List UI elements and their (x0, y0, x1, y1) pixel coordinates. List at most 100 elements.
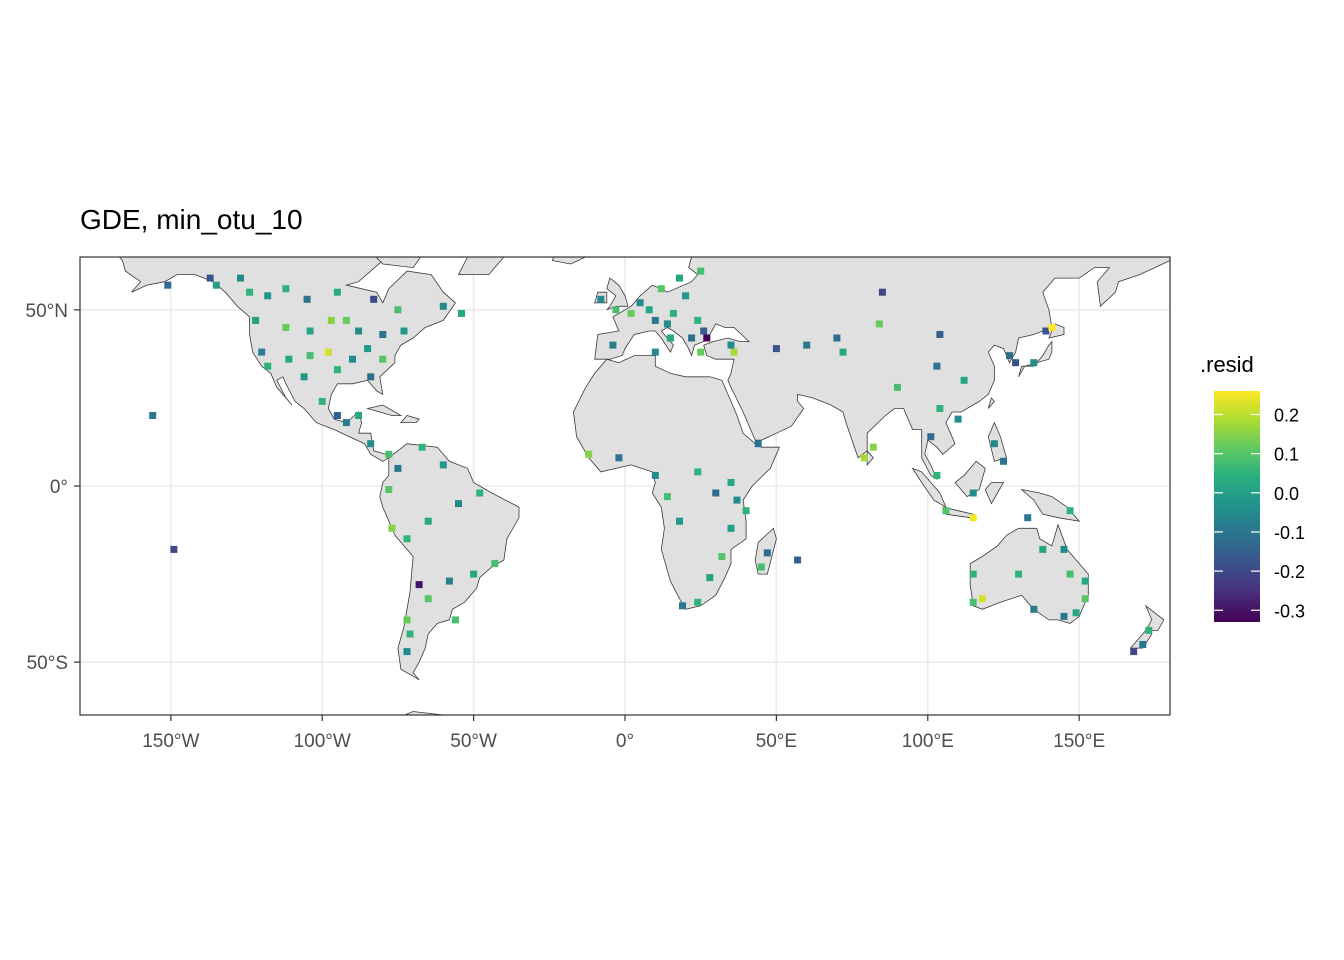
data-point-83 (839, 348, 847, 356)
data-point-90 (933, 362, 941, 370)
data-point-106 (1024, 514, 1032, 522)
data-point-103 (1030, 359, 1038, 367)
land-polygon-1 (375, 257, 422, 269)
legend-title: .resid (1200, 352, 1254, 377)
data-point-32 (318, 397, 326, 405)
data-point-123 (585, 450, 593, 458)
data-point-116 (1030, 605, 1038, 613)
data-point-49 (445, 577, 453, 585)
data-point-138 (763, 549, 771, 557)
data-point-132 (742, 507, 750, 515)
data-point-107 (1066, 507, 1074, 515)
data-point-131 (733, 496, 741, 504)
data-point-140 (794, 556, 802, 564)
data-point-15 (306, 327, 314, 335)
x-tick-label: 0° (616, 731, 634, 752)
y-tick-label: 0° (50, 477, 68, 498)
land-polygon-16 (1020, 488, 1081, 522)
data-point-19 (379, 331, 387, 338)
axes: 150°W 100°W 50°W 0° 50°E 100°E 150°E 50°S 0° 50°N (26, 301, 1106, 752)
data-point-101 (1006, 352, 1013, 360)
data-point-20 (400, 327, 408, 335)
data-point-109 (1060, 545, 1068, 553)
data-point-81 (803, 341, 811, 349)
land-polygon-25 (403, 711, 445, 715)
legend-tick-label: -0.1 (1274, 523, 1305, 543)
data-point-58 (597, 295, 605, 303)
data-point-128 (694, 468, 702, 476)
x-tick-label: 150°E (1053, 731, 1105, 752)
data-point-55 (451, 616, 459, 624)
data-point-24 (306, 352, 314, 360)
data-point-134 (718, 553, 726, 560)
data-point-54 (403, 648, 411, 656)
data-point-52 (403, 616, 411, 624)
data-point-30 (367, 373, 375, 381)
legend-tick-label: -0.2 (1274, 562, 1305, 582)
data-point-0 (164, 281, 172, 289)
data-point-6 (282, 285, 290, 293)
data-point-12 (458, 309, 465, 317)
data-point-86 (936, 331, 944, 338)
data-point-74 (666, 334, 674, 342)
data-point-28 (364, 345, 372, 353)
x-tick-label: 50°W (450, 731, 497, 752)
data-point-100 (1000, 457, 1007, 465)
land-polygon-22 (987, 397, 995, 409)
data-point-44 (424, 517, 432, 525)
data-point-38 (394, 464, 402, 472)
data-point-21 (258, 348, 266, 356)
data-point-1 (206, 274, 214, 282)
data-point-115 (1015, 570, 1023, 578)
data-point-84 (878, 288, 886, 296)
x-tick-label: 100°W (294, 731, 351, 752)
legend-tick-label: 0.0 (1274, 484, 1299, 504)
data-point-26 (333, 366, 341, 374)
data-point-108 (1039, 545, 1047, 553)
data-point-61 (636, 299, 644, 307)
data-point-48 (470, 570, 478, 578)
data-point-70 (694, 316, 702, 324)
data-point-68 (697, 267, 705, 275)
data-point-8 (333, 288, 341, 296)
data-point-104 (1042, 327, 1050, 335)
data-point-127 (676, 517, 683, 525)
data-point-102 (1012, 359, 1020, 367)
data-point-139 (757, 563, 765, 571)
data-point-110 (1066, 570, 1074, 578)
plot-title: GDE, min_otu_10 (80, 204, 303, 235)
data-point-59 (612, 306, 620, 314)
data-point-27 (349, 355, 356, 363)
data-point-46 (476, 489, 484, 497)
data-point-10 (394, 306, 402, 314)
data-point-85 (875, 320, 883, 328)
data-point-31 (300, 373, 308, 381)
land-polygon-20 (366, 404, 403, 416)
data-point-76 (651, 348, 659, 356)
data-point-82 (833, 334, 841, 342)
data-point-57 (170, 545, 178, 553)
data-point-93 (954, 415, 962, 423)
y-tick-label: 50°S (27, 653, 68, 674)
data-point-105 (1048, 324, 1056, 331)
data-point-141 (754, 440, 762, 448)
data-point-9 (370, 295, 378, 303)
data-point-114 (978, 595, 986, 603)
data-point-36 (367, 440, 375, 448)
data-point-75 (609, 341, 617, 349)
data-point-117 (1060, 612, 1068, 620)
data-point-4 (246, 288, 254, 296)
data-point-98 (969, 514, 977, 522)
land-polygon-11 (1048, 323, 1065, 339)
data-point-41 (385, 486, 393, 493)
data-point-33 (333, 412, 341, 419)
data-point-45 (455, 500, 462, 508)
legend-tick-label: 0.2 (1274, 405, 1299, 425)
land-polygon-3 (379, 443, 520, 681)
y-tick-label: 50°N (26, 301, 68, 322)
data-point-18 (355, 327, 363, 335)
land-polygon-7 (969, 523, 1089, 624)
data-point-120 (1145, 626, 1153, 634)
x-tick-label: 100°E (902, 731, 954, 752)
